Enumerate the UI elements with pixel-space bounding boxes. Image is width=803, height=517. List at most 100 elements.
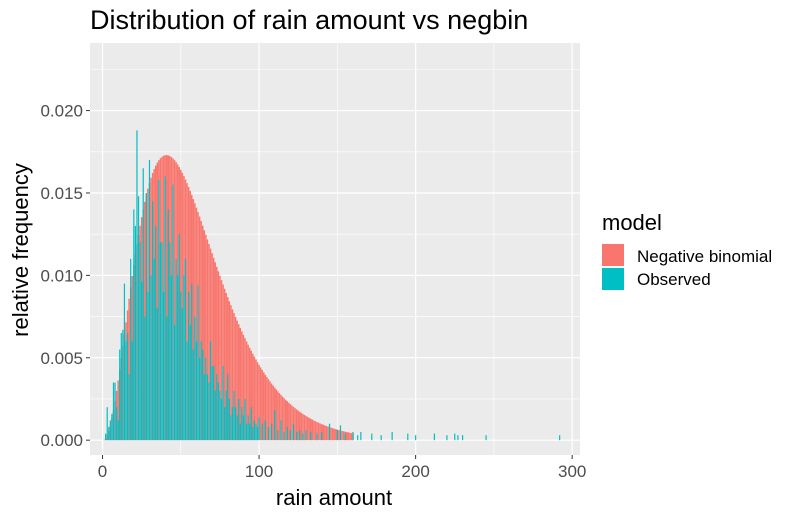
- observed-bar: [128, 374, 130, 441]
- negbin-bar: [338, 430, 340, 441]
- observed-bar: [134, 225, 136, 441]
- observed-bar: [167, 209, 169, 441]
- y-tick-label: 0.020: [40, 102, 83, 121]
- negbin-bar: [217, 271, 220, 441]
- negbin-bar: [237, 324, 240, 441]
- observed-bar: [228, 398, 230, 441]
- observed-bar: [173, 324, 176, 441]
- negbin-bar: [203, 230, 206, 441]
- negbin-bar: [200, 221, 202, 441]
- negbin-bar: [333, 428, 335, 441]
- negbin-bar: [227, 297, 229, 441]
- negbin-bar: [241, 331, 243, 441]
- observed-bar: [122, 329, 124, 441]
- observed-bar: [280, 420, 282, 441]
- negbin-bar: [313, 420, 315, 441]
- observed-bar: [433, 433, 436, 441]
- x-tick-label: 200: [401, 462, 429, 481]
- observed-bar: [161, 242, 163, 441]
- negbin-bar: [305, 415, 307, 441]
- observed-bar: [155, 225, 157, 441]
- observed-bar: [227, 374, 229, 441]
- observed-bar: [205, 357, 207, 441]
- observed-bar: [105, 433, 107, 441]
- observed-bar: [302, 433, 304, 441]
- observed-bar: [214, 390, 216, 441]
- observed-bar: [131, 341, 133, 441]
- legend: model Negative binomial Observed: [602, 210, 772, 290]
- observed-bar: [126, 333, 129, 441]
- observed-bar: [239, 423, 241, 441]
- y-axis-ticks: 0.000 0.005 0.010 0.015 0.020: [40, 102, 90, 450]
- observed-bar: [189, 324, 191, 441]
- observed-bar: [119, 349, 121, 441]
- observed-bar: [336, 430, 338, 441]
- observed-bar: [316, 433, 318, 441]
- negbin-bar: [236, 320, 238, 441]
- observed-bar: [457, 435, 459, 441]
- observed-bar: [415, 435, 417, 441]
- observed-bar: [305, 430, 307, 441]
- negbin-bar: [297, 410, 299, 441]
- legend-key-observed: [602, 268, 624, 290]
- x-tick-label: 0: [98, 462, 107, 481]
- negbin-bar: [342, 431, 345, 441]
- negbin-bar: [292, 406, 295, 441]
- observed-bar: [407, 433, 409, 441]
- observed-bar: [277, 430, 279, 441]
- negbin-bar: [242, 334, 245, 441]
- observed-bar: [188, 291, 190, 441]
- observed-bar: [216, 374, 218, 441]
- negbin-bar: [302, 413, 304, 441]
- negbin-bar: [230, 305, 232, 441]
- chart-title: Distribution of rain amount vs negbin: [90, 5, 528, 35]
- observed-bar: [233, 390, 235, 441]
- legend-label-observed: Observed: [637, 270, 711, 289]
- observed-bar: [289, 430, 291, 441]
- observed-bar: [175, 258, 177, 441]
- observed-bar: [244, 398, 246, 441]
- negbin-bar: [300, 412, 303, 441]
- negbin-bar: [220, 280, 223, 441]
- observed-bar: [252, 426, 254, 441]
- observed-bar: [299, 430, 301, 441]
- x-tick-label: 100: [245, 462, 273, 481]
- observed-bar: [209, 341, 212, 441]
- observed-bar: [391, 431, 393, 441]
- observed-bar: [111, 413, 113, 441]
- negbin-bar: [234, 316, 237, 441]
- observed-bar: [261, 423, 263, 441]
- observed-bar: [213, 366, 215, 441]
- observed-bar: [192, 349, 194, 441]
- negbin-bar: [309, 418, 312, 441]
- observed-bar: [200, 341, 202, 441]
- observed-bar: [225, 390, 227, 441]
- observed-bar: [117, 420, 119, 441]
- negbin-bar: [270, 383, 273, 441]
- negbin-bar: [322, 424, 325, 441]
- negbin-bar: [211, 253, 213, 441]
- observed-bar: [454, 433, 456, 441]
- negbin-bar: [201, 225, 204, 441]
- negbin-bar: [181, 172, 184, 441]
- observed-bar: [186, 341, 188, 441]
- negbin-bar: [311, 419, 314, 441]
- negbin-bar: [327, 426, 329, 441]
- observed-bar: [241, 407, 243, 441]
- negbin-bar: [341, 430, 343, 441]
- negbin-bar: [189, 190, 191, 441]
- observed-bar: [283, 431, 285, 441]
- observed-bar: [296, 431, 298, 441]
- negbin-bar: [295, 409, 298, 441]
- observed-bar: [234, 407, 237, 441]
- negbin-bar: [264, 374, 267, 441]
- observed-bar: [148, 160, 151, 441]
- observed-bar: [230, 415, 232, 441]
- observed-bar: [158, 179, 160, 441]
- observed-bar: [112, 382, 115, 441]
- negbin-bar: [261, 369, 263, 441]
- observed-bar: [274, 410, 276, 441]
- negbin-bar: [317, 422, 320, 441]
- observed-bars: [105, 130, 561, 441]
- y-tick-label: 0.015: [40, 184, 83, 203]
